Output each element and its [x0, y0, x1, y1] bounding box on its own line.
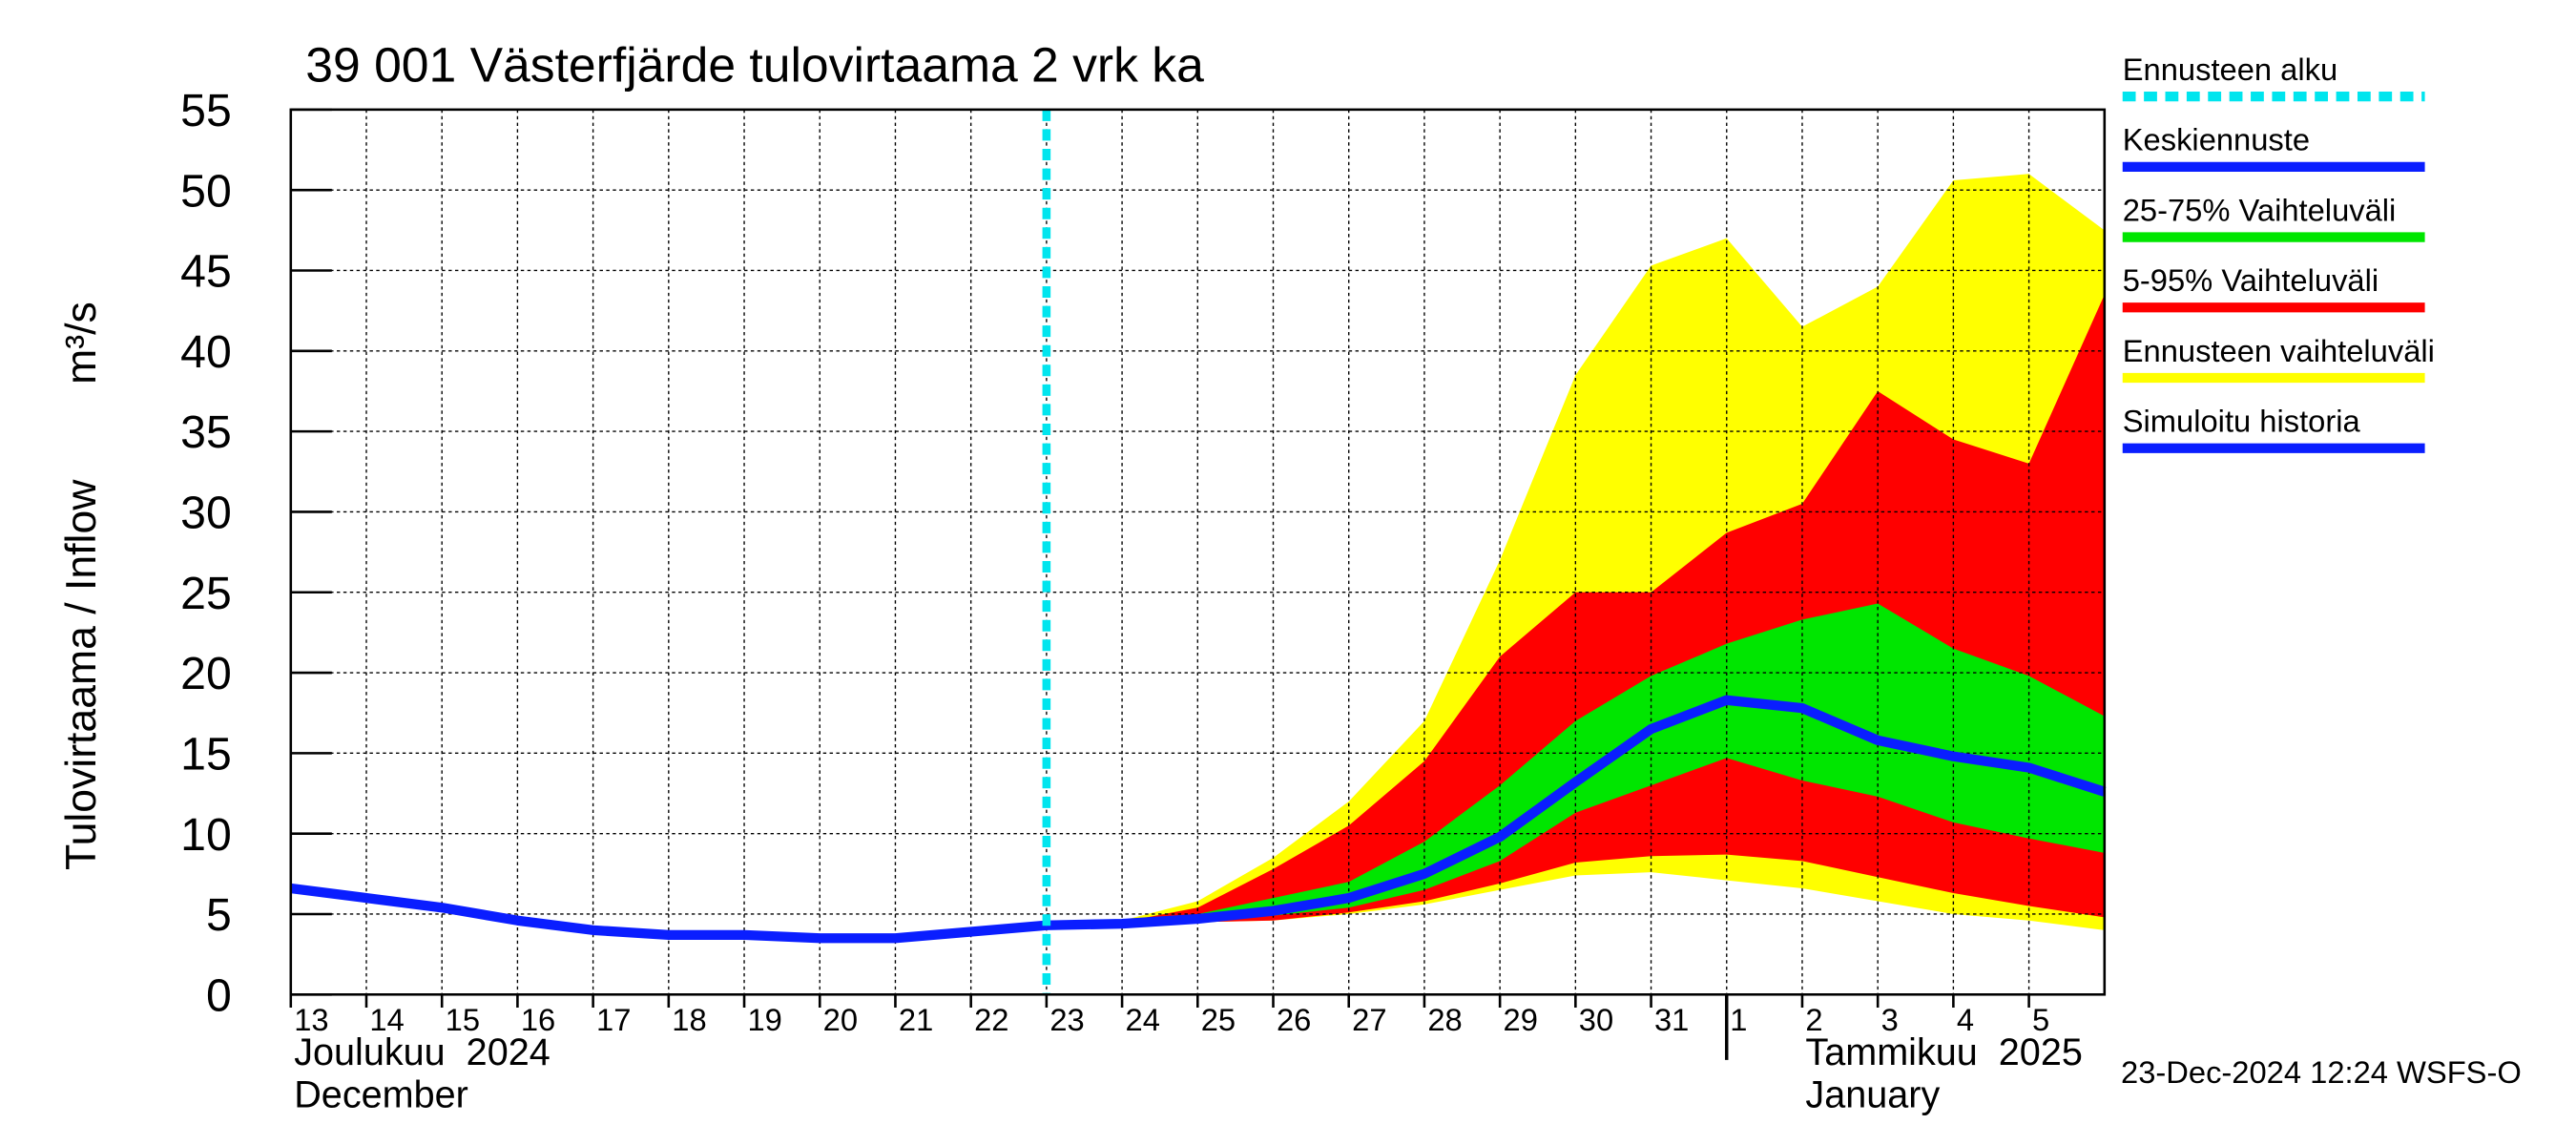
- x-tick-label: 13: [294, 1002, 328, 1037]
- x-tick-label: 19: [747, 1002, 781, 1037]
- x-tick-label: 24: [1126, 1002, 1160, 1037]
- y-tick-label: 50: [180, 165, 232, 217]
- month-label-en: January: [1805, 1074, 1940, 1116]
- y-tick-label: 5: [206, 889, 232, 941]
- legend-label: 5-95% Vaihteluväli: [2123, 262, 2379, 298]
- x-tick-label: 1: [1730, 1002, 1747, 1037]
- x-tick-label: 2: [1805, 1002, 1822, 1037]
- y-axis-label: Tulovirtaama / Inflow: [58, 479, 105, 870]
- line: [290, 883, 1048, 944]
- legend-label: Ennusteen alku: [2123, 52, 2337, 87]
- x-tick-label: 31: [1654, 1002, 1689, 1037]
- month-label: Tammikuu 2025: [1805, 1031, 2082, 1073]
- x-tick-label: 16: [521, 1002, 555, 1037]
- y-tick-label: 25: [180, 568, 232, 619]
- x-tick-label: 14: [369, 1002, 404, 1037]
- y-tick-label: 10: [180, 809, 232, 861]
- y-tick-label: 35: [180, 406, 232, 458]
- x-tick-label: 3: [1881, 1002, 1899, 1037]
- x-tick-label: 22: [974, 1002, 1008, 1037]
- legend-label: 25-75% Vaihteluväli: [2123, 192, 2397, 227]
- y-axis-unit: m³/s: [58, 302, 105, 385]
- x-tick-label: 4: [1957, 1002, 1974, 1037]
- y-tick-label: 0: [206, 970, 232, 1022]
- x-tick-label: 5: [2032, 1002, 2049, 1037]
- x-tick-label: 20: [823, 1002, 858, 1037]
- x-tick-label: 23: [1049, 1002, 1084, 1037]
- y-tick-label: 30: [180, 488, 232, 539]
- x-tick-label: 30: [1579, 1002, 1613, 1037]
- month-label: Joulukuu 2024: [294, 1031, 551, 1073]
- x-tick-label: 27: [1352, 1002, 1386, 1037]
- x-tick-label: 21: [899, 1002, 933, 1037]
- y-tick-label: 20: [180, 648, 232, 699]
- x-tick-label: 29: [1504, 1002, 1538, 1037]
- x-tick-label: 28: [1427, 1002, 1462, 1037]
- line: [1046, 695, 2107, 930]
- x-tick-label: 18: [672, 1002, 706, 1037]
- y-tick-label: 40: [180, 326, 232, 378]
- chart-title: 39 001 Västerfjärde tulovirtaama 2 vrk k…: [305, 37, 1204, 93]
- x-tick-label: 15: [446, 1002, 480, 1037]
- x-tick-label: 25: [1201, 1002, 1236, 1037]
- footer: 23-Dec-2024 12:24 WSFS-O: [2121, 1054, 2522, 1090]
- x-tick-label: 26: [1277, 1002, 1311, 1037]
- month-label-en: December: [294, 1074, 468, 1116]
- plot-area: [289, 108, 2107, 996]
- y-tick-label: 45: [180, 246, 232, 298]
- legend-label: Ennusteen vaihteluväli: [2123, 333, 2435, 368]
- legend-label: Simuloitu historia: [2123, 404, 2361, 439]
- y-tick-label: 55: [180, 85, 232, 136]
- x-tick-label: 17: [596, 1002, 631, 1037]
- y-tick-label: 15: [180, 729, 232, 781]
- legend-label: Keskiennuste: [2123, 122, 2310, 157]
